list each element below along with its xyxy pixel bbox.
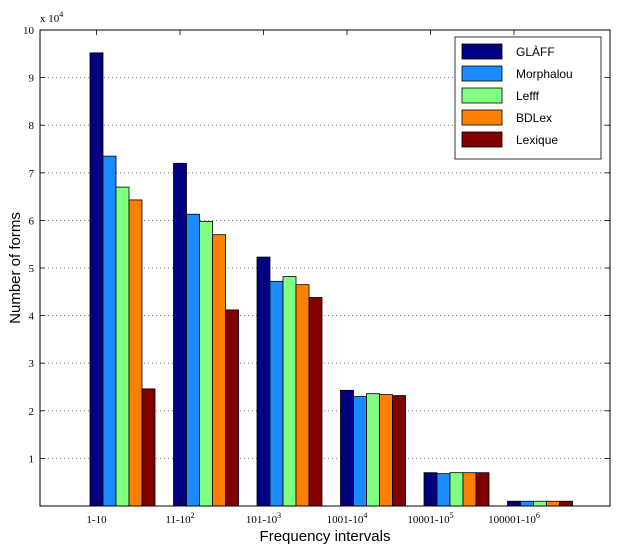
y-tick-label: 5	[29, 263, 35, 275]
bar	[366, 393, 380, 507]
bar	[199, 220, 213, 507]
bar	[308, 297, 323, 507]
bar	[186, 213, 200, 507]
y-tick-label: 1	[29, 453, 35, 465]
legend-swatch	[461, 87, 503, 104]
y-tick-label: 6	[29, 215, 35, 227]
legend-label: Lefff	[516, 89, 540, 103]
bar	[546, 500, 560, 507]
x-tick-label: 101-103	[246, 511, 281, 526]
bar	[392, 395, 406, 507]
bar	[141, 388, 156, 507]
x-axis-label: Frequency intervals	[260, 528, 391, 545]
bar	[353, 396, 367, 507]
bar	[340, 389, 354, 507]
y-tick-label: 8	[29, 120, 35, 132]
x-tick-label: 1-10	[86, 514, 107, 526]
bar	[449, 472, 464, 507]
bar	[89, 52, 104, 507]
y-tick-label: 7	[29, 168, 35, 180]
legend-label: GLÀFF	[516, 44, 555, 59]
bar	[436, 473, 451, 507]
x-tick-label: 1001-104	[327, 511, 368, 526]
legend-swatch	[461, 43, 503, 60]
x-tick-label: 100001-106	[488, 511, 540, 526]
x-tick-label: 11-102	[165, 511, 194, 526]
y-tick-label: 4	[29, 311, 35, 323]
y-axis-label: Number of forms	[7, 212, 24, 324]
legend-swatch	[461, 65, 503, 82]
legend-swatch	[461, 131, 503, 148]
bar	[282, 276, 297, 507]
legend-label: Lexique	[516, 133, 558, 147]
legend-label: BDLex	[516, 111, 552, 125]
legend-swatch	[461, 109, 503, 126]
bar	[102, 155, 117, 507]
bar-group	[89, 52, 573, 507]
bar	[212, 234, 226, 507]
bar	[475, 472, 490, 507]
legend: GLÀFF Morphalou Lefff BDLex Lexique	[454, 36, 602, 160]
y-tick-label: 3	[29, 358, 35, 370]
y-tick-label: 9	[29, 73, 35, 85]
bar	[533, 500, 547, 507]
bar	[225, 309, 239, 507]
bar	[520, 500, 534, 507]
axis-ticks: 1 2 3 4 5 6 7 8 9 10 1-10 11-102 101-103 1001-104 1000…	[23, 25, 610, 526]
bar	[173, 162, 187, 507]
y-tick-label: 10	[23, 25, 35, 37]
bar	[559, 500, 573, 507]
bar	[128, 199, 143, 507]
bar	[256, 256, 271, 507]
bar	[379, 394, 393, 507]
bar	[115, 186, 130, 507]
x-tick-label: 10001-105	[407, 511, 453, 526]
grid-lines	[40, 77, 610, 459]
y-multiplier-label: x 104	[40, 10, 63, 25]
bar	[269, 280, 284, 507]
bar	[295, 284, 310, 507]
legend-label: Morphalou	[516, 67, 573, 81]
bar	[462, 472, 477, 507]
y-tick-label: 2	[29, 406, 35, 418]
